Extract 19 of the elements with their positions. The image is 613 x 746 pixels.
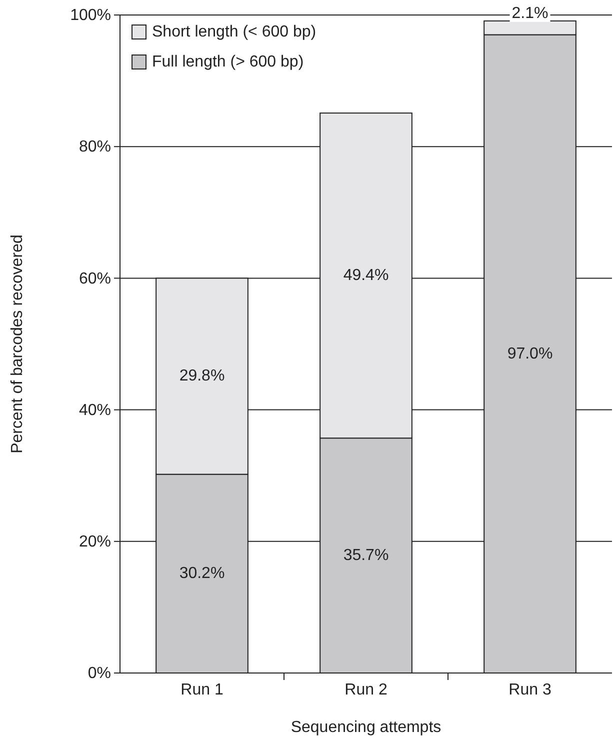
y-tick-label: 0% [88, 665, 111, 682]
data-label: 29.8% [179, 368, 225, 385]
data-label: 97.0% [507, 345, 553, 362]
x-tick-label: Run 2 [344, 681, 388, 698]
y-tick-label: 100% [70, 7, 111, 24]
y-tick-label: 40% [78, 402, 111, 419]
legend-label: Full length (> 600 bp) [152, 54, 304, 70]
data-label: 35.7% [343, 547, 389, 564]
y-axis-title: Percent of barcodes recovered [9, 234, 26, 454]
data-label: 30.2% [179, 565, 225, 582]
legend-label: Short length (< 600 bp) [152, 24, 316, 40]
x-tick-label: Run 3 [508, 681, 552, 698]
x-tick-label: Run 1 [180, 681, 224, 698]
x-axis-title: Sequencing attempts [290, 719, 442, 736]
data-label: 49.4% [343, 267, 389, 284]
y-tick-label: 80% [78, 138, 111, 156]
data-label: 2.1% [512, 4, 548, 22]
y-tick-label: 60% [78, 270, 111, 288]
y-tick-label: 20% [78, 534, 111, 551]
